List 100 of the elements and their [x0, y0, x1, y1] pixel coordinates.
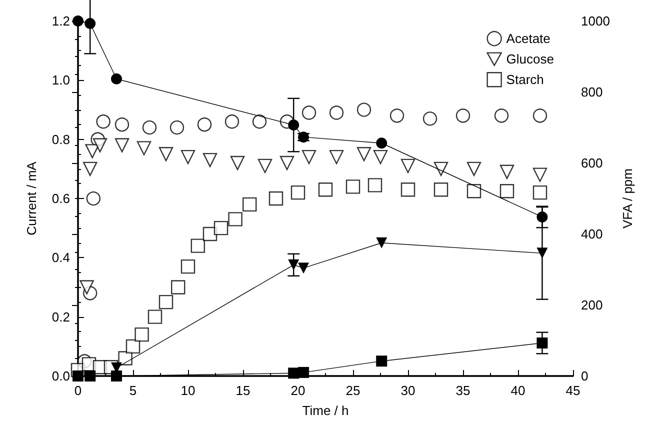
- point: [536, 211, 548, 222]
- x-tick-label: 10: [180, 383, 196, 398]
- point: [85, 144, 100, 158]
- point: [434, 182, 448, 197]
- y-tick-label: 0.0: [52, 368, 70, 384]
- point: [280, 156, 294, 170]
- point: [329, 106, 344, 120]
- point: [111, 73, 122, 84]
- y2-tick-label: 1000: [581, 14, 610, 28]
- point: [456, 108, 470, 123]
- point: [390, 108, 404, 123]
- point: [142, 120, 157, 135]
- point: [158, 294, 174, 310]
- point: [466, 184, 482, 198]
- point: [532, 108, 548, 123]
- x-tick-label: 15: [236, 383, 250, 398]
- y-axis-title: Current / mA: [24, 161, 39, 236]
- point: [92, 138, 108, 152]
- point: [536, 248, 548, 259]
- point: [180, 150, 196, 164]
- x-tick-label: 5: [129, 383, 137, 398]
- point: [224, 114, 240, 129]
- point: [180, 259, 196, 274]
- y-tick-label: 0.6: [52, 191, 70, 206]
- point: [434, 162, 448, 176]
- point: [298, 366, 309, 378]
- point: [148, 310, 162, 324]
- point: [400, 158, 416, 174]
- point: [318, 182, 333, 197]
- point: [190, 238, 205, 253]
- x-tick-label: 45: [566, 383, 580, 398]
- x-tick-label: 35: [456, 383, 470, 398]
- point: [134, 327, 149, 342]
- point: [500, 164, 514, 179]
- point: [494, 108, 509, 123]
- legend-label: Starch: [506, 72, 544, 88]
- y-tick-label: 0.8: [52, 132, 70, 147]
- point: [532, 185, 548, 200]
- point: [114, 117, 130, 132]
- x-tick-label: 40: [510, 383, 526, 398]
- point: [158, 147, 174, 162]
- point: [346, 180, 360, 194]
- y2-axis-title: VFA / ppm: [620, 168, 635, 228]
- point: [252, 114, 267, 129]
- point: [288, 368, 300, 379]
- y-tick-label: 0.4: [52, 250, 70, 266]
- point: [84, 18, 96, 29]
- point: [96, 114, 110, 129]
- point: [242, 197, 257, 212]
- point: [84, 370, 96, 382]
- x-tick-label: 25: [346, 383, 360, 398]
- legend-label: Glucose: [506, 52, 554, 67]
- point: [302, 150, 316, 164]
- point: [230, 156, 245, 170]
- y2-tick-label: 0: [581, 368, 588, 384]
- point: [83, 162, 98, 176]
- point: [258, 158, 272, 174]
- point: [111, 370, 122, 382]
- y-tick-label: 1.2: [52, 14, 70, 28]
- point: [302, 106, 316, 120]
- x-tick-label: 30: [400, 383, 416, 398]
- point: [170, 120, 184, 135]
- point: [356, 102, 372, 117]
- point: [536, 337, 548, 348]
- y-tick-label: 0.2: [52, 309, 70, 324]
- point: [376, 356, 388, 367]
- point: [288, 120, 300, 131]
- point: [466, 162, 482, 176]
- point: [202, 152, 218, 168]
- point: [214, 220, 228, 236]
- point: [197, 117, 212, 132]
- y2-tick-label: 200: [581, 298, 603, 312]
- y2-tick-label: 600: [581, 156, 603, 170]
- y2-tick-label: 800: [581, 84, 603, 100]
- point: [126, 339, 140, 354]
- point: [500, 184, 514, 198]
- x-axis-title: Time / h: [302, 403, 349, 418]
- point: [171, 280, 186, 294]
- point: [373, 150, 388, 164]
- point: [298, 262, 309, 274]
- point: [268, 191, 284, 206]
- point: [422, 112, 438, 126]
- point: [228, 212, 242, 226]
- point: [376, 138, 388, 149]
- point: [356, 147, 372, 162]
- point: [290, 185, 306, 200]
- point: [86, 191, 100, 206]
- point: [288, 259, 300, 270]
- point: [114, 138, 130, 152]
- y-tick-label: 1.0: [52, 72, 70, 88]
- point: [329, 150, 344, 164]
- legend-label: Acetate: [506, 31, 550, 46]
- point: [368, 178, 382, 192]
- point: [80, 280, 94, 294]
- point: [532, 168, 548, 182]
- x-tick-label: 0: [74, 383, 82, 398]
- x-tick-label: 20: [290, 383, 306, 398]
- point: [136, 141, 152, 156]
- point: [376, 237, 388, 248]
- y2-tick-label: 400: [581, 226, 603, 242]
